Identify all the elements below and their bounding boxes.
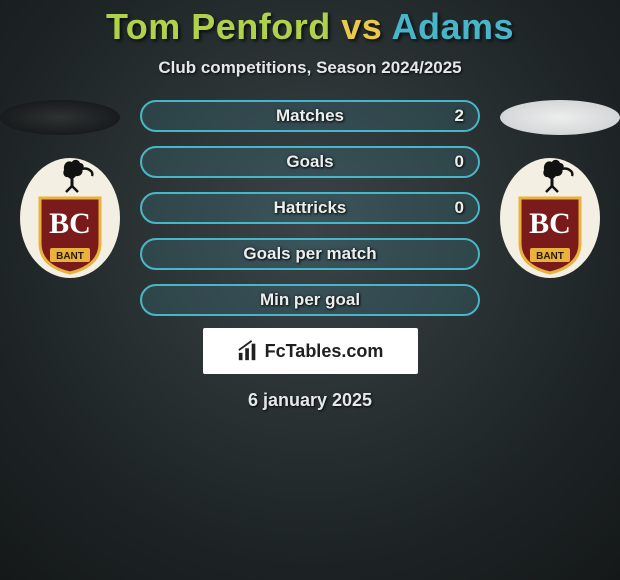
badge-top-text: BC: [49, 207, 91, 240]
stat-row: Hattricks 0: [140, 192, 480, 224]
stat-label: Goals: [286, 152, 333, 172]
club-badge-icon: BC BANT: [500, 158, 600, 278]
player1-club-badge: BC BANT: [10, 158, 130, 278]
badge-top-text: BC: [529, 207, 571, 240]
stat-label: Matches: [276, 106, 344, 126]
stat-row: Min per goal: [140, 284, 480, 316]
date-text: 6 january 2025: [248, 390, 372, 411]
stat-value-right: 0: [455, 152, 464, 172]
comparison-stage: BC BANT BC: [0, 100, 620, 316]
player2-club-badge: BC BANT: [490, 158, 610, 278]
stat-row: Matches 2: [140, 100, 480, 132]
badge-bottom-text: BANT: [56, 251, 84, 262]
bar-chart-icon: [237, 340, 259, 362]
player2-silhouette: [500, 100, 620, 135]
comparison-title: Tom Penford vs Adams: [106, 6, 514, 48]
vs-word: vs: [341, 6, 382, 47]
player1-silhouette: [0, 100, 120, 135]
stat-label: Goals per match: [243, 244, 376, 264]
stat-label: Min per goal: [260, 290, 360, 310]
stat-label: Hattricks: [274, 198, 347, 218]
subtitle: Club competitions, Season 2024/2025: [158, 58, 461, 78]
club-badge-icon: BC BANT: [20, 158, 120, 278]
stat-value-right: 0: [455, 198, 464, 218]
player1-name: Tom Penford: [106, 6, 331, 47]
brand-text: FcTables.com: [265, 341, 384, 362]
badge-bottom-text: BANT: [536, 251, 564, 262]
player2-name: Adams: [392, 6, 515, 47]
brand-box: FcTables.com: [203, 328, 418, 374]
stat-row: Goals per match: [140, 238, 480, 270]
stat-value-right: 2: [455, 106, 464, 126]
stat-row: Goals 0: [140, 146, 480, 178]
